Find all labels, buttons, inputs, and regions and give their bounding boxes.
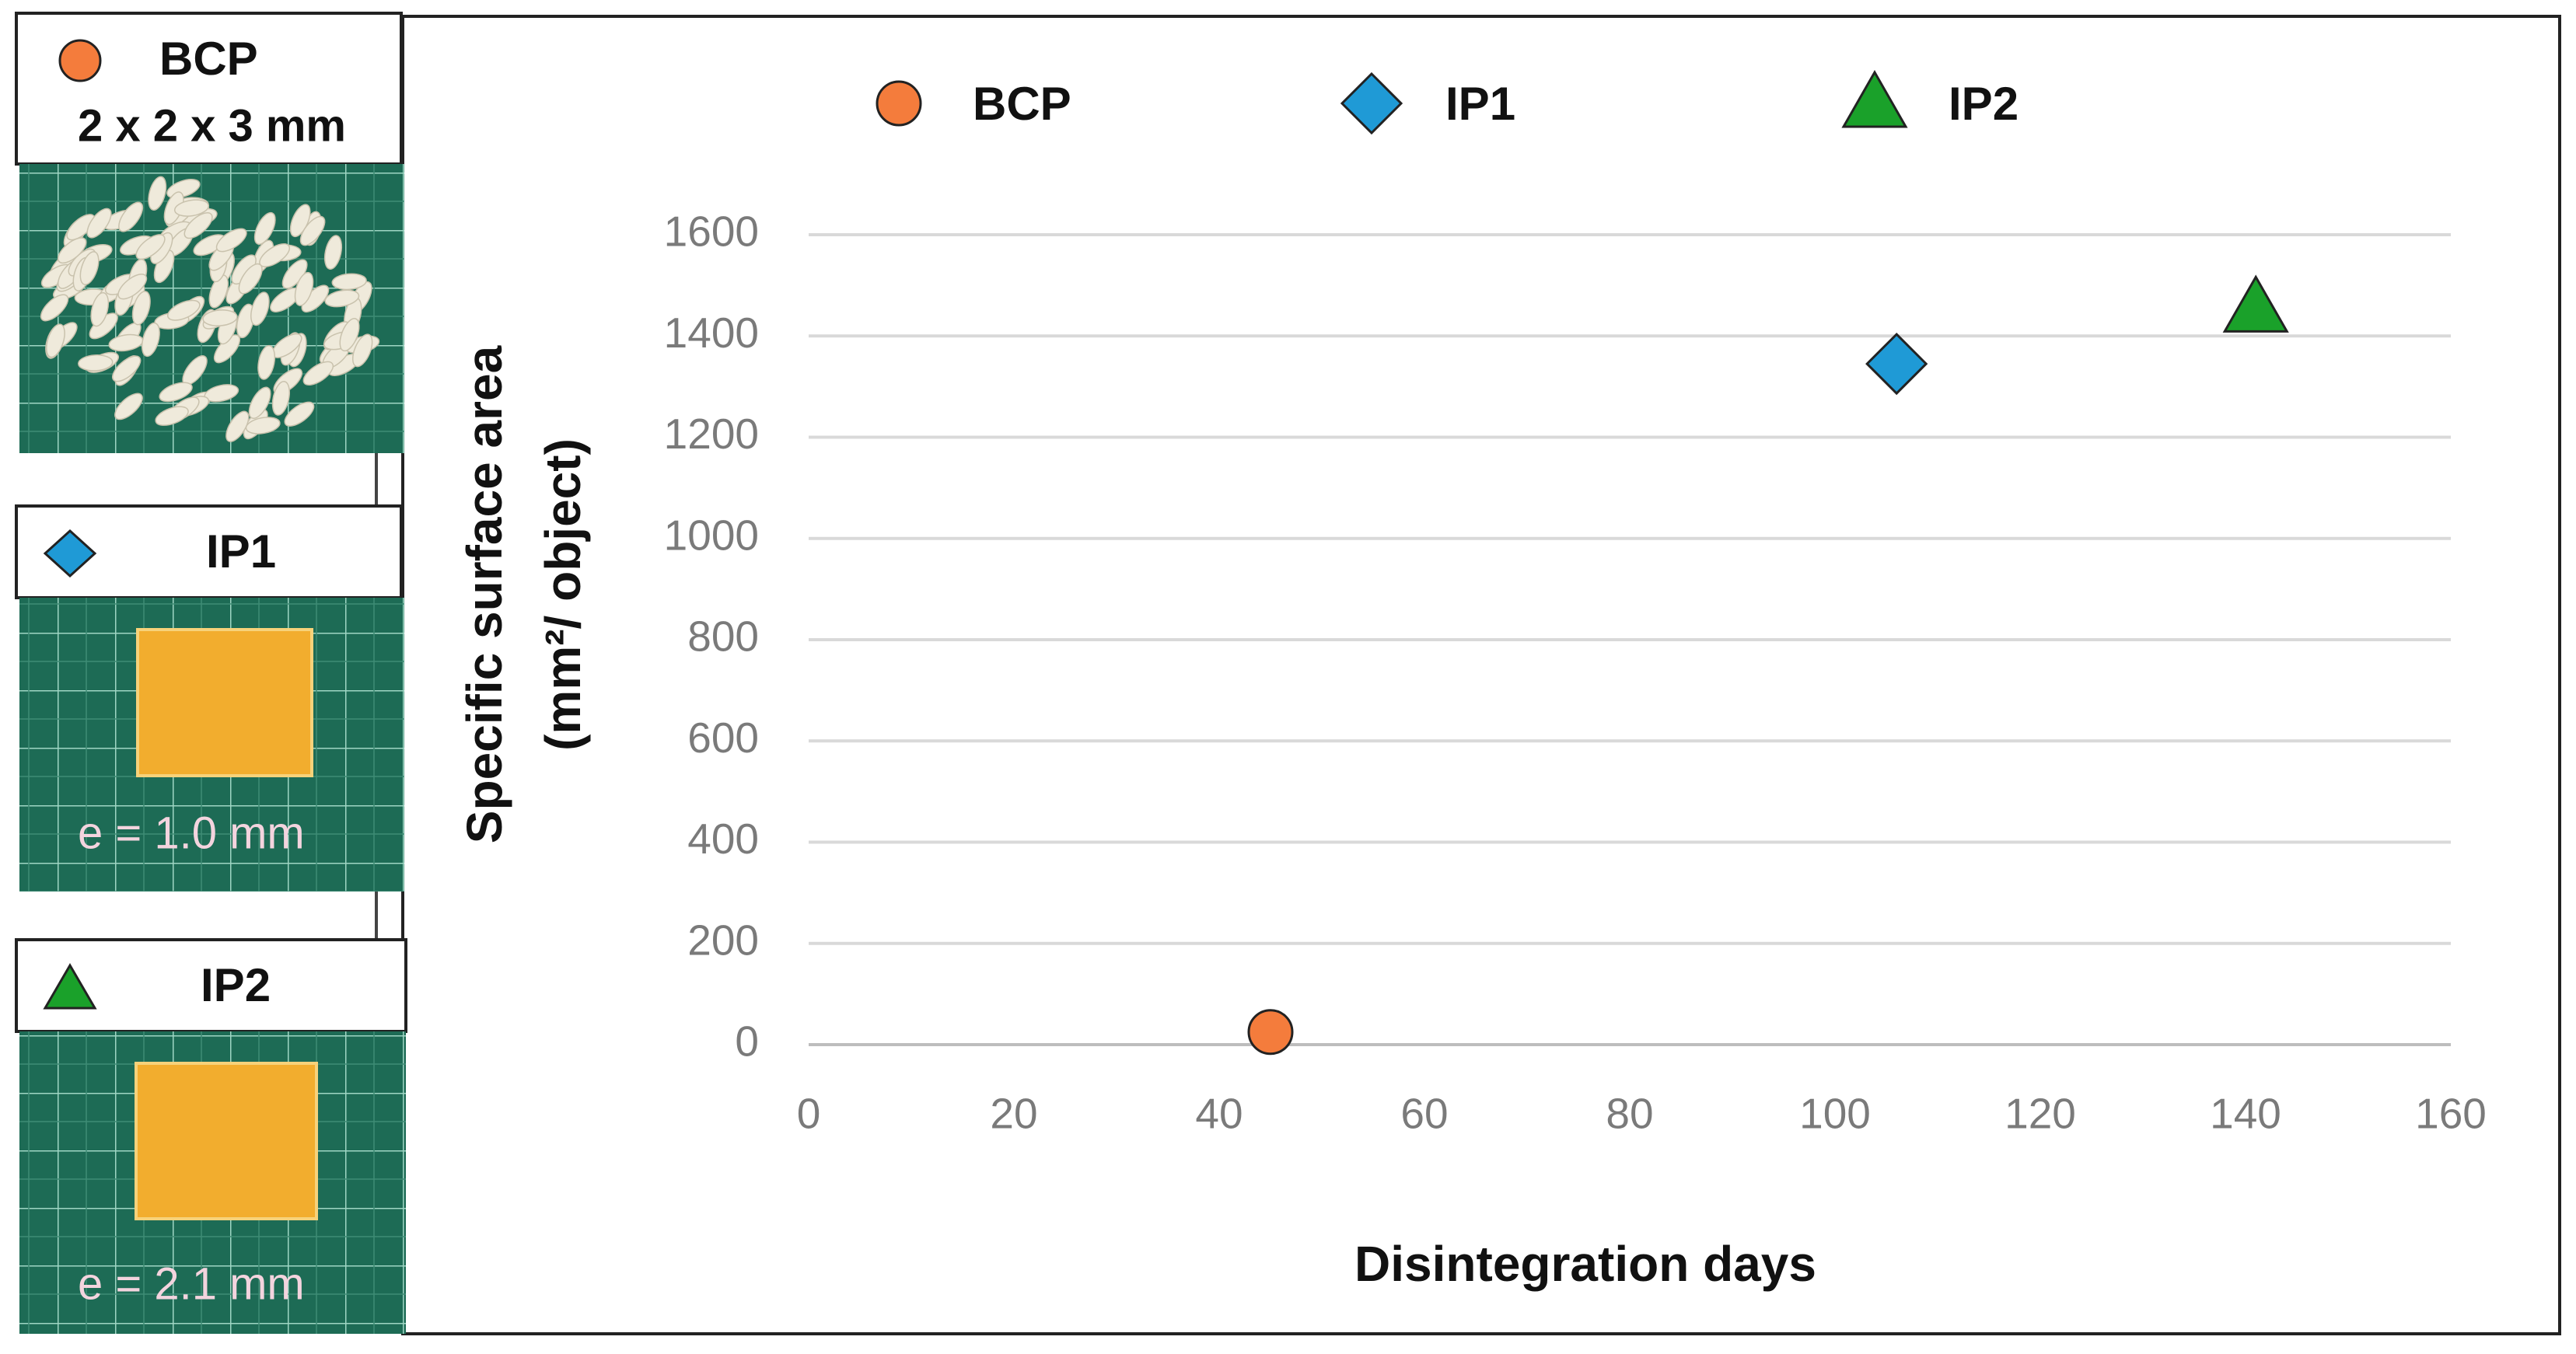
grain: [166, 299, 201, 321]
grain: [225, 410, 250, 442]
grain: [238, 263, 263, 295]
x-tick-label: 140: [2210, 1090, 2281, 1138]
grain: [215, 228, 247, 253]
x-tick-label: 40: [1195, 1090, 1243, 1138]
grain: [351, 333, 373, 368]
panel-label: IP2: [201, 959, 271, 1011]
grain: [208, 274, 229, 309]
point: [2222, 274, 2289, 333]
point: [1247, 1009, 1294, 1056]
x-tick-label: 120: [2005, 1090, 2076, 1138]
grain: [284, 401, 315, 427]
grain: [271, 380, 290, 416]
panel-size: 2 x 2 x 3 mm: [78, 100, 346, 151]
grain: [112, 355, 142, 382]
y-tick-label: 400: [687, 815, 759, 863]
panel-label-box: [15, 12, 403, 166]
x-tick-label: 160: [2415, 1090, 2487, 1138]
grain: [57, 237, 87, 264]
grain: [117, 273, 148, 300]
y-tick-label: 1600: [664, 208, 759, 256]
grain: [86, 208, 112, 239]
y-axis-title: (mm²/ object): [535, 438, 591, 751]
sample: [136, 628, 313, 777]
grain: [135, 234, 166, 260]
x-axis-title: Disintegration days: [1354, 1236, 1816, 1292]
legend-label: BCP: [973, 78, 1071, 130]
grain: [40, 294, 69, 322]
grain: [302, 361, 334, 386]
y-tick-label: 600: [687, 714, 759, 762]
grain: [173, 199, 210, 217]
grain: [289, 204, 311, 238]
grain: [159, 382, 193, 403]
point: [1865, 332, 1928, 396]
panel-size: e = 1.0 mm: [78, 808, 305, 858]
grain: [78, 354, 114, 372]
y-tick-label: 1000: [664, 511, 759, 559]
panel-marker: [58, 39, 102, 82]
grain: [248, 386, 271, 419]
grain: [114, 393, 143, 421]
grain: [131, 291, 151, 326]
y-tick-label: 1200: [664, 410, 759, 458]
grain: [324, 289, 360, 308]
y-tick-label: 0: [735, 1017, 759, 1066]
grain: [202, 309, 238, 326]
y-tick-label: 1400: [664, 309, 759, 357]
panel-label: IP1: [206, 525, 276, 578]
x-tick-label: 100: [1799, 1090, 1871, 1138]
grain: [253, 211, 276, 245]
grain: [184, 211, 213, 239]
x-tick-label: 0: [797, 1090, 821, 1138]
grain: [46, 323, 65, 358]
grains: [40, 176, 380, 442]
grain: [257, 344, 276, 380]
x-tick-label: 60: [1400, 1090, 1448, 1138]
sample: [135, 1062, 318, 1220]
y-tick-label: 200: [687, 916, 759, 964]
grain: [245, 417, 281, 434]
x-tick-label: 80: [1606, 1090, 1653, 1138]
grain: [90, 291, 110, 327]
y-tick-label: 800: [687, 612, 759, 661]
grain: [331, 273, 367, 291]
grain: [339, 318, 360, 352]
panel-marker: [43, 529, 97, 578]
grain: [79, 251, 100, 285]
panel-marker: [43, 963, 97, 1010]
grain: [148, 176, 167, 211]
grain: [323, 235, 343, 270]
y-axis-title: Specific surface area: [456, 345, 512, 843]
panel-size: e = 2.1 mm: [78, 1258, 305, 1309]
grain: [66, 214, 96, 241]
legend-marker: [1340, 72, 1403, 135]
grain: [294, 271, 314, 306]
panel-label: BCP: [159, 33, 258, 85]
x-tick-label: 20: [990, 1090, 1037, 1138]
grain: [299, 215, 326, 246]
legend-marker: [876, 80, 922, 127]
grain: [250, 291, 270, 326]
legend-label: IP2: [1949, 78, 2019, 130]
legend-label: IP1: [1445, 78, 1515, 130]
grain: [155, 406, 189, 426]
legend-marker: [1841, 69, 1908, 128]
grain: [118, 201, 144, 232]
grain: [141, 322, 160, 358]
